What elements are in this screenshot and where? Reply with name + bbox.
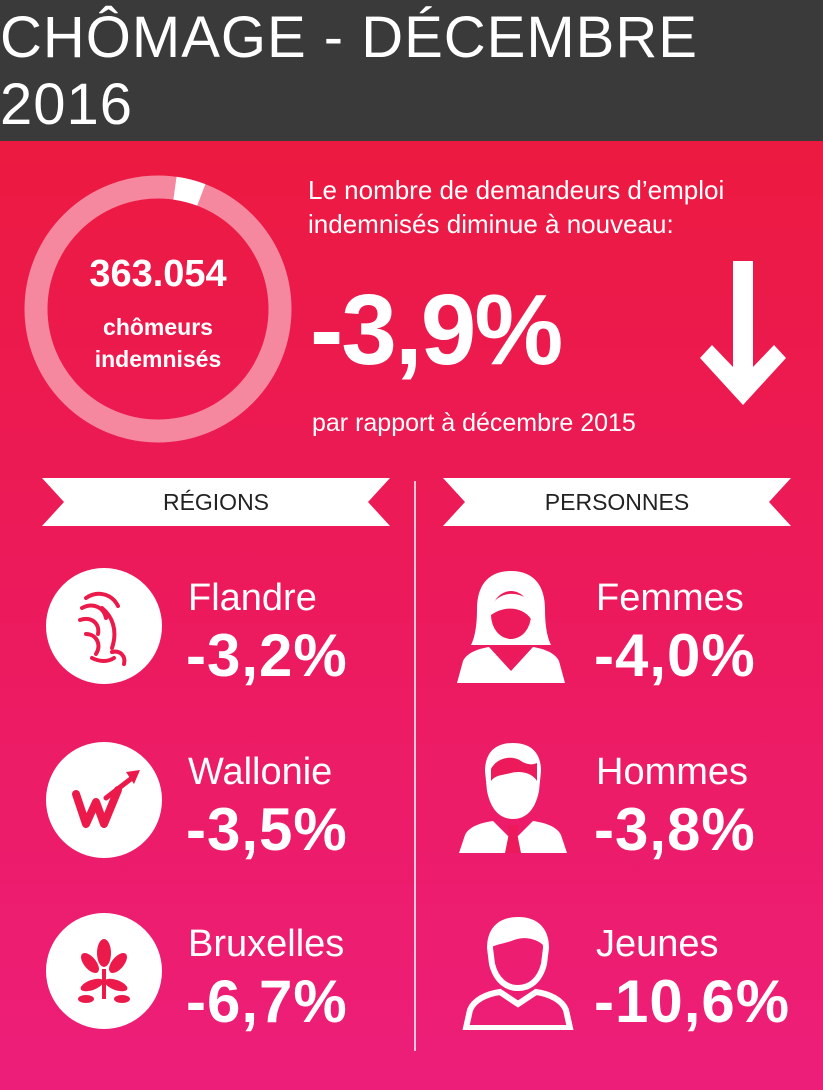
donut-ring	[24, 175, 292, 443]
intro-line-1: Le nombre de demandeurs d’emploi	[308, 175, 725, 205]
region-name-wallonie: Wallonie	[188, 751, 333, 793]
people-value-femmes: -4,0%	[594, 622, 756, 689]
column-divider	[414, 481, 416, 1051]
people-name-femmes: Femmes	[596, 577, 744, 619]
region-name-bruxelles: Bruxelles	[188, 923, 345, 965]
region-value-bruxelles: -6,7%	[186, 968, 348, 1035]
intro-line-2: indemnisés diminue à nouveau:	[308, 209, 674, 239]
total-label-line-2: indemnisés	[94, 346, 222, 372]
content-panel: 363.054 chômeurs indemnisés Le nombre de…	[0, 141, 823, 1090]
intro-text: Le nombre de demandeurs d’emploi indemni…	[308, 173, 808, 241]
people-name-hommes: Hommes	[596, 751, 749, 793]
people-value-hommes: -3,8%	[594, 796, 756, 863]
overall-change: -3,9%	[310, 274, 563, 386]
comparison-note: par rapport à décembre 2015	[312, 409, 636, 437]
region-name-flandre: Flandre	[188, 577, 317, 619]
total-label: chômeurs indemnisés	[22, 311, 294, 375]
man-icon	[459, 743, 567, 853]
regions-ribbon: RÉGIONS	[42, 478, 390, 526]
region-value-flandre: -3,2%	[186, 622, 348, 689]
woman-icon	[457, 571, 565, 683]
down-arrow-icon	[700, 261, 786, 405]
people-name-jeunes: Jeunes	[596, 923, 719, 965]
brussels-iris-icon	[46, 913, 162, 1029]
regions-heading: RÉGIONS	[162, 488, 270, 515]
page-title: CHÔMAGE - DÉCEMBRE 2016	[0, 0, 823, 141]
people-value-jeunes: -10,6%	[594, 968, 791, 1035]
flemish-lion-icon	[46, 568, 162, 684]
total-unemployed: 363.054	[89, 253, 227, 295]
region-value-wallonie: -3,5%	[186, 796, 348, 863]
total-label-line-1: chômeurs	[103, 314, 213, 340]
wallonia-w-icon	[46, 742, 162, 858]
youth-icon	[462, 916, 574, 1030]
people-ribbon: PERSONNES	[443, 478, 791, 526]
people-heading: PERSONNES	[544, 488, 690, 515]
